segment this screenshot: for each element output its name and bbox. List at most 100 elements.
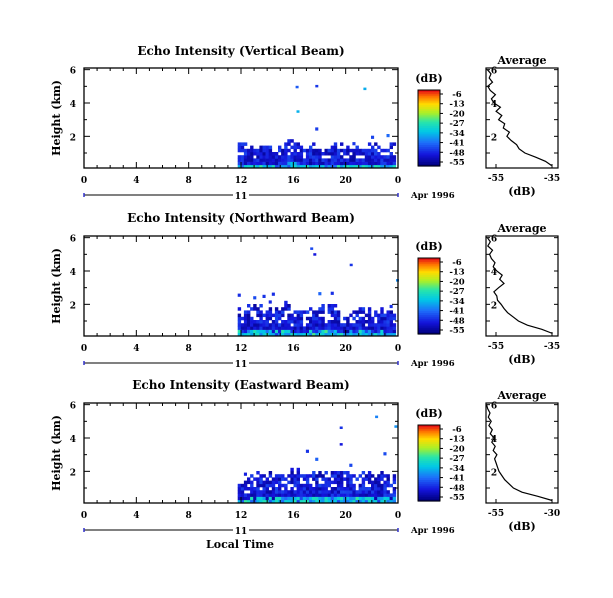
heatmap-cell [318,161,322,166]
heatmap-cell [296,467,300,472]
heatmap-cell [274,313,279,318]
heatmap-cell [256,483,260,488]
heatmap-cell [333,496,338,501]
x-tick-label: 12 [235,176,248,186]
heatmap-cell [310,247,314,250]
panel-2: Echo Intensity (Northward Beam)0 4 8 12 16 20… [50,211,560,370]
heatmap-cell [355,310,359,314]
colorbar-segment [418,109,440,112]
colorbar-segment [418,261,440,265]
heatmap-cell [302,493,307,497]
average-frame [485,402,559,504]
heatmap-cell [377,323,381,327]
heatmap-cell [281,496,285,501]
heatmap-cell [253,307,257,311]
colorbar-segment [418,313,440,316]
heatmap-cell [392,496,397,501]
heatmap-cell [287,161,291,166]
colorbar-segment [418,459,440,462]
heatmap-cell [352,164,356,169]
heatmap-cell [237,320,242,324]
heatmap-cell [389,155,393,159]
colorbar-segment [418,150,440,154]
heatmap-cell [274,487,279,491]
heatmap-cell [374,155,378,159]
average-x-tick-label: -55 [488,342,504,352]
heatmap-cell [256,323,260,327]
heatmap-cell [352,499,356,504]
heatmap-cell [256,490,260,494]
heatmap-cell [284,142,288,146]
heatmap-cell [349,463,353,467]
heatmap-cell [253,152,257,156]
heatmap-cell [346,480,350,485]
colorbar-segment [418,286,440,289]
heatmap-cell [296,320,300,324]
heatmap-cell [247,477,251,481]
heatmap-cell [315,323,319,327]
heatmap-cell [302,164,307,169]
heatmap-cell [284,155,288,159]
heatmap-cell [281,164,285,169]
heatmap-cell [293,332,297,337]
heatmap-cell [355,161,359,166]
colorbar-segment [418,259,440,263]
heatmap-cell [274,490,279,494]
heatmap-cell [281,155,285,159]
heatmap-cell [389,332,393,337]
heatmap-cell [237,487,242,491]
colorbar-segment [418,326,440,329]
heatmap-cell [281,332,285,337]
heatmap-cell [293,155,297,159]
heatmap-cell [367,499,372,504]
heatmap-cell [361,161,366,166]
heatmap-cell [271,323,276,327]
heatmap-cell [333,313,338,318]
heatmap-cell [315,155,319,159]
colorbar-label: (dB) [415,240,442,253]
heatmap-cell [355,145,359,150]
heatmap-cell [327,320,331,324]
heatmap-cell [346,490,350,494]
heatmap-cell [330,307,335,311]
heatmap-cell [318,307,322,311]
heatmap-cell [262,499,266,504]
heatmap-cell [330,471,335,475]
heatmap-cell [312,310,316,314]
heatmap-cell [333,164,338,169]
heatmap-cell [371,329,375,334]
heatmap-cell [336,493,341,497]
heatmap-cell [247,329,251,334]
heatmap-cell [243,316,248,321]
heatmap-cell [287,493,291,497]
heatmap-cell [349,323,353,327]
heatmap-cell [290,164,294,169]
heatmap-cell [243,487,248,491]
heatmap-cell [262,145,266,150]
heatmap-cell [271,496,276,501]
heatmap-cell [367,329,372,334]
heatmap-cell [367,164,372,169]
colorbar-frame [417,257,441,335]
heatmap-cell [318,490,322,494]
heatmap-cell [380,155,384,159]
heatmap-cell [309,499,313,504]
heatmap-cell [367,323,372,327]
heatmap-cell [386,158,390,162]
heatmap-cell [386,320,390,324]
heatmap-cell [237,148,242,153]
colorbar-segment [418,296,440,299]
heatmap-cell [380,326,384,330]
heatmap-cell [305,483,310,488]
heatmap-cell [333,326,338,330]
heatmap-cell [265,155,269,159]
heatmap-cell [271,477,276,481]
heatmap-cells [237,247,399,337]
heatmap-cell [367,477,372,481]
heatmap-cell [352,148,356,153]
heatmap-cell [330,496,335,501]
heatmap-cell [259,155,263,159]
heatmap-cell [389,499,393,504]
average-profile: Average 2 4 6 -55 -35 (dB) [485,54,560,198]
heatmap-cell [364,326,369,330]
